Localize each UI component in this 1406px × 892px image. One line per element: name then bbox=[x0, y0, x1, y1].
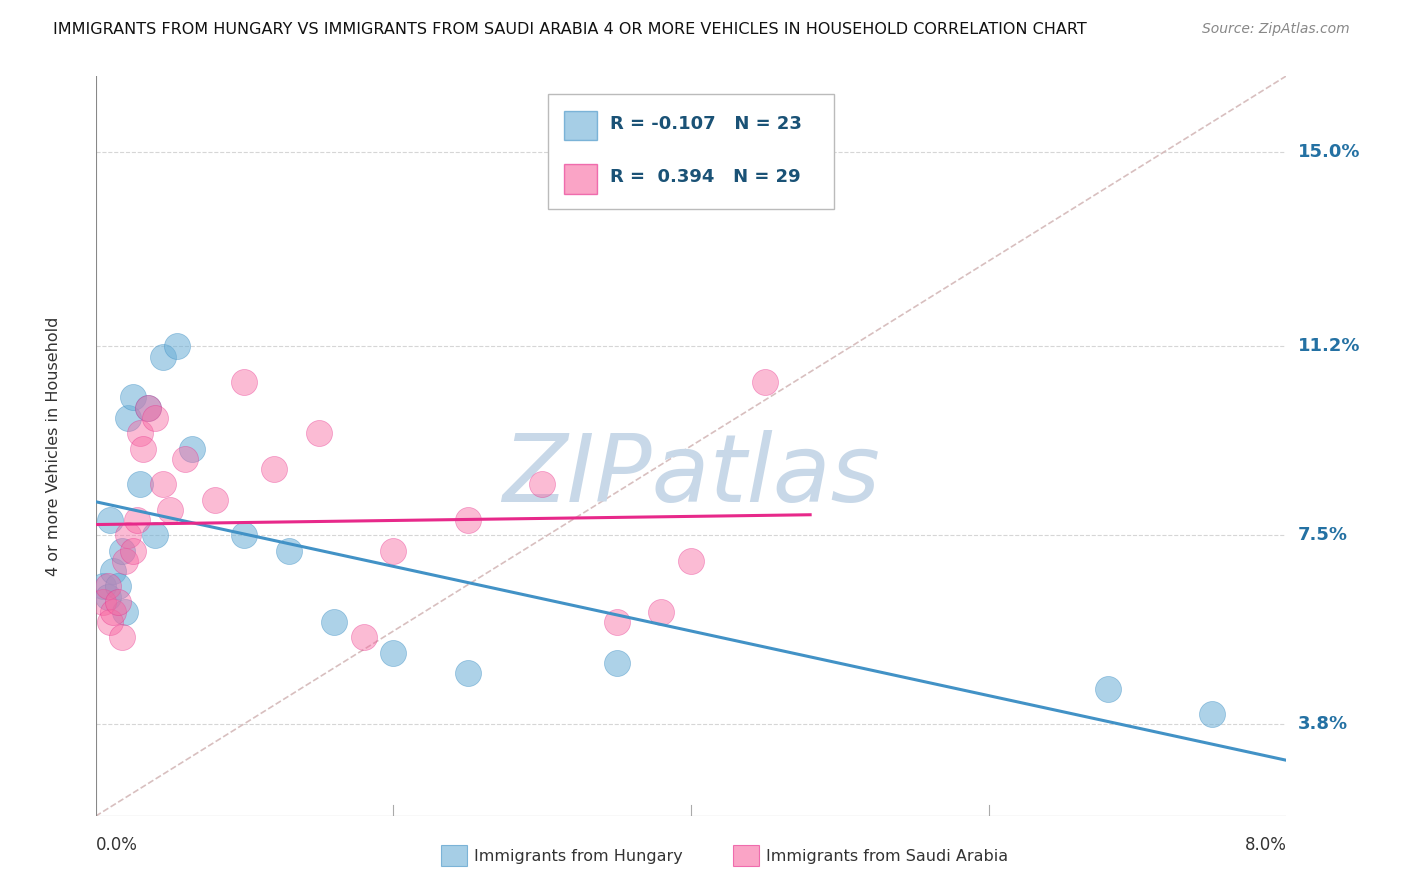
Text: Source: ZipAtlas.com: Source: ZipAtlas.com bbox=[1202, 22, 1350, 37]
Point bbox=[103, 564, 125, 578]
Point bbox=[117, 528, 139, 542]
Point bbox=[114, 605, 136, 619]
Text: 7.5%: 7.5% bbox=[1298, 526, 1347, 544]
Point bbox=[111, 543, 134, 558]
Point bbox=[107, 579, 129, 593]
Point bbox=[100, 615, 122, 629]
FancyBboxPatch shape bbox=[548, 95, 834, 209]
Point bbox=[353, 631, 375, 645]
Point bbox=[1201, 707, 1223, 722]
Point bbox=[174, 451, 197, 466]
Point bbox=[107, 595, 129, 609]
Point bbox=[129, 426, 152, 441]
Point bbox=[91, 595, 114, 609]
Text: 0.0%: 0.0% bbox=[96, 836, 138, 854]
Text: 15.0%: 15.0% bbox=[1298, 144, 1360, 161]
Point bbox=[457, 513, 479, 527]
Text: 8.0%: 8.0% bbox=[1244, 836, 1286, 854]
Point bbox=[606, 656, 628, 670]
Point bbox=[650, 605, 672, 619]
FancyBboxPatch shape bbox=[564, 164, 598, 194]
Point bbox=[132, 442, 155, 456]
Point bbox=[143, 528, 166, 542]
Point bbox=[233, 528, 256, 542]
Text: Immigrants from Hungary: Immigrants from Hungary bbox=[474, 849, 683, 864]
Point bbox=[143, 411, 166, 425]
Text: Immigrants from Saudi Arabia: Immigrants from Saudi Arabia bbox=[766, 849, 1008, 864]
Point bbox=[233, 375, 256, 389]
Point bbox=[111, 631, 134, 645]
Point bbox=[606, 615, 628, 629]
Point bbox=[117, 411, 139, 425]
Point bbox=[136, 401, 159, 415]
Point bbox=[121, 543, 143, 558]
Point bbox=[91, 579, 114, 593]
Point bbox=[96, 590, 118, 604]
Text: 4 or more Vehicles in Household: 4 or more Vehicles in Household bbox=[46, 317, 60, 575]
Point bbox=[127, 513, 149, 527]
FancyBboxPatch shape bbox=[564, 111, 598, 140]
Point bbox=[114, 554, 136, 568]
Text: R = -0.107   N = 23: R = -0.107 N = 23 bbox=[610, 115, 801, 133]
Point bbox=[1097, 681, 1119, 696]
Point bbox=[457, 666, 479, 681]
Text: IMMIGRANTS FROM HUNGARY VS IMMIGRANTS FROM SAUDI ARABIA 4 OR MORE VEHICLES IN HO: IMMIGRANTS FROM HUNGARY VS IMMIGRANTS FR… bbox=[53, 22, 1087, 37]
Point bbox=[129, 477, 152, 491]
Point bbox=[103, 605, 125, 619]
Point bbox=[159, 503, 181, 517]
Point bbox=[263, 462, 285, 476]
Text: 11.2%: 11.2% bbox=[1298, 337, 1360, 355]
Point bbox=[531, 477, 554, 491]
Point bbox=[382, 543, 405, 558]
Point bbox=[152, 350, 174, 364]
Point bbox=[308, 426, 330, 441]
Point bbox=[100, 513, 122, 527]
Point bbox=[322, 615, 344, 629]
Point bbox=[121, 391, 143, 405]
Point bbox=[181, 442, 204, 456]
Point bbox=[136, 401, 159, 415]
Point bbox=[204, 492, 226, 507]
Point bbox=[278, 543, 301, 558]
Point bbox=[96, 579, 118, 593]
Text: ZIPatlas: ZIPatlas bbox=[502, 430, 880, 521]
FancyBboxPatch shape bbox=[733, 845, 759, 866]
Point bbox=[754, 375, 776, 389]
FancyBboxPatch shape bbox=[441, 845, 467, 866]
Point bbox=[152, 477, 174, 491]
Text: R =  0.394   N = 29: R = 0.394 N = 29 bbox=[610, 169, 800, 186]
Point bbox=[681, 554, 703, 568]
Point bbox=[166, 339, 188, 353]
Point bbox=[382, 646, 405, 660]
Text: 3.8%: 3.8% bbox=[1298, 715, 1348, 733]
